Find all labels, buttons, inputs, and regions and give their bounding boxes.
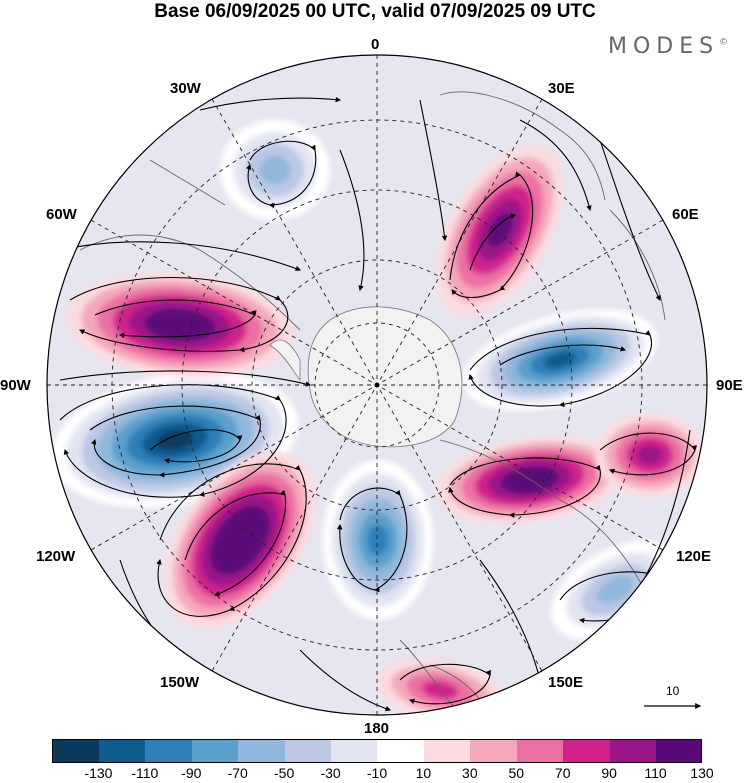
streamline (449, 171, 534, 299)
streamline (399, 663, 491, 705)
lon-label-150w: 150W (160, 674, 200, 691)
colorbar-tick-label: -90 (181, 765, 202, 781)
lon-label-90w: 90W (0, 377, 31, 394)
streamline (149, 429, 243, 464)
streamline (599, 432, 698, 476)
streamline (499, 344, 627, 366)
colorbar-swatch (469, 739, 517, 763)
brand-mark: © (719, 37, 729, 48)
streamline (469, 213, 517, 271)
streamline (299, 649, 392, 712)
positive-anomaly-e95 (595, 413, 705, 497)
colorbar-swatch (330, 739, 378, 763)
south-pole-marker (374, 382, 380, 388)
streamline (89, 405, 261, 478)
arrow-right-icon (644, 703, 702, 709)
colorbar-tick-label: 130 (690, 765, 714, 781)
lon-label-60e: 60E (672, 206, 699, 223)
colorbar-swatch (98, 739, 146, 763)
map-title: Base 06/09/2025 00 UTC, valid 07/09/2025… (154, 1, 596, 22)
colorbar-tick-label: 30 (462, 765, 478, 781)
colorbar-tick-label: -70 (227, 765, 248, 781)
colorbar-tick-label: 50 (508, 765, 525, 781)
colorbar-tick-label: -50 (274, 765, 295, 781)
streamline (156, 463, 307, 617)
streamline (59, 241, 302, 272)
colorbar-swatch (423, 739, 471, 763)
streamline (246, 140, 317, 209)
streamline (419, 99, 448, 242)
colorbar-swatch (284, 739, 332, 763)
streamline (59, 370, 312, 387)
lon-label-30e: 30E (548, 80, 575, 97)
colorbar-tick-label: -30 (320, 765, 341, 781)
lon-label-120w: 120W (36, 548, 76, 565)
colorbar-tick-label: 10 (415, 765, 432, 781)
colorbar-swatch (655, 739, 703, 763)
lon-label-90e: 90E (716, 377, 743, 394)
streamline (184, 489, 287, 597)
colorbar-swatch (144, 739, 192, 763)
streamline (599, 139, 661, 301)
lon-label-60w: 60W (46, 206, 77, 223)
lon-label-120e: 120E (676, 548, 712, 565)
colorbar-tick-label: -10 (366, 765, 388, 781)
vector-reference-label: 10 (666, 684, 680, 698)
streamline (448, 457, 601, 518)
streamline (339, 149, 365, 292)
colorbar-swatch (516, 739, 564, 763)
vector-reference: 10 (640, 684, 710, 714)
modes-logo: MODES© (608, 34, 728, 59)
lon-label-150e: 150E (548, 674, 584, 691)
colorbar-tick-label: -110 (131, 765, 159, 781)
colorbar-tick-label: 110 (644, 765, 667, 781)
streamline (199, 96, 342, 111)
map-border (46, 54, 708, 716)
streamline (336, 487, 408, 593)
colorbar-tick-label: -130 (84, 765, 113, 781)
colorbar-swatch (562, 739, 610, 763)
streamline (468, 327, 653, 408)
colorbar-swatch (52, 739, 99, 763)
lon-label-0: 0 (371, 36, 380, 53)
colorbar-tick-label: 90 (601, 765, 617, 781)
lon-label-30w: 30W (170, 80, 201, 97)
streamline (519, 119, 592, 212)
colorbar-swatch (237, 739, 285, 763)
colorbar-swatch (377, 739, 424, 763)
brand-name: MODES (608, 34, 720, 59)
colorbar-swatch (609, 739, 657, 763)
lon-label-180: 180 (364, 720, 390, 737)
streamline (69, 276, 289, 353)
streamline (479, 559, 542, 682)
streamline (94, 299, 257, 339)
colorbar-tick-label: 70 (554, 765, 571, 781)
colorbar-swatch (191, 739, 239, 763)
colorbar (52, 739, 703, 763)
negative-anomaly-w170 (323, 460, 433, 620)
